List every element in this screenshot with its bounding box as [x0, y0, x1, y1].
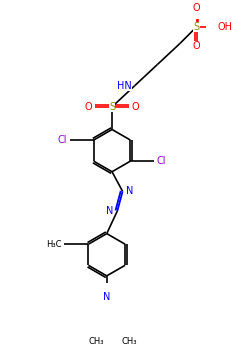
Text: Cl: Cl: [58, 135, 67, 145]
Text: S: S: [109, 102, 115, 112]
Text: CH₃: CH₃: [122, 337, 137, 346]
Text: N: N: [106, 206, 114, 216]
Text: Cl: Cl: [157, 156, 166, 166]
Text: O: O: [193, 41, 200, 51]
Text: O: O: [193, 3, 200, 13]
Text: N: N: [126, 186, 134, 196]
Text: CH₃: CH₃: [88, 337, 104, 346]
Text: H₃C: H₃C: [46, 240, 62, 249]
Text: S: S: [194, 22, 200, 32]
Text: O: O: [132, 102, 139, 112]
Text: O: O: [85, 102, 92, 112]
Text: OH: OH: [218, 22, 233, 32]
Text: N: N: [103, 292, 110, 302]
Text: HN: HN: [117, 81, 132, 91]
